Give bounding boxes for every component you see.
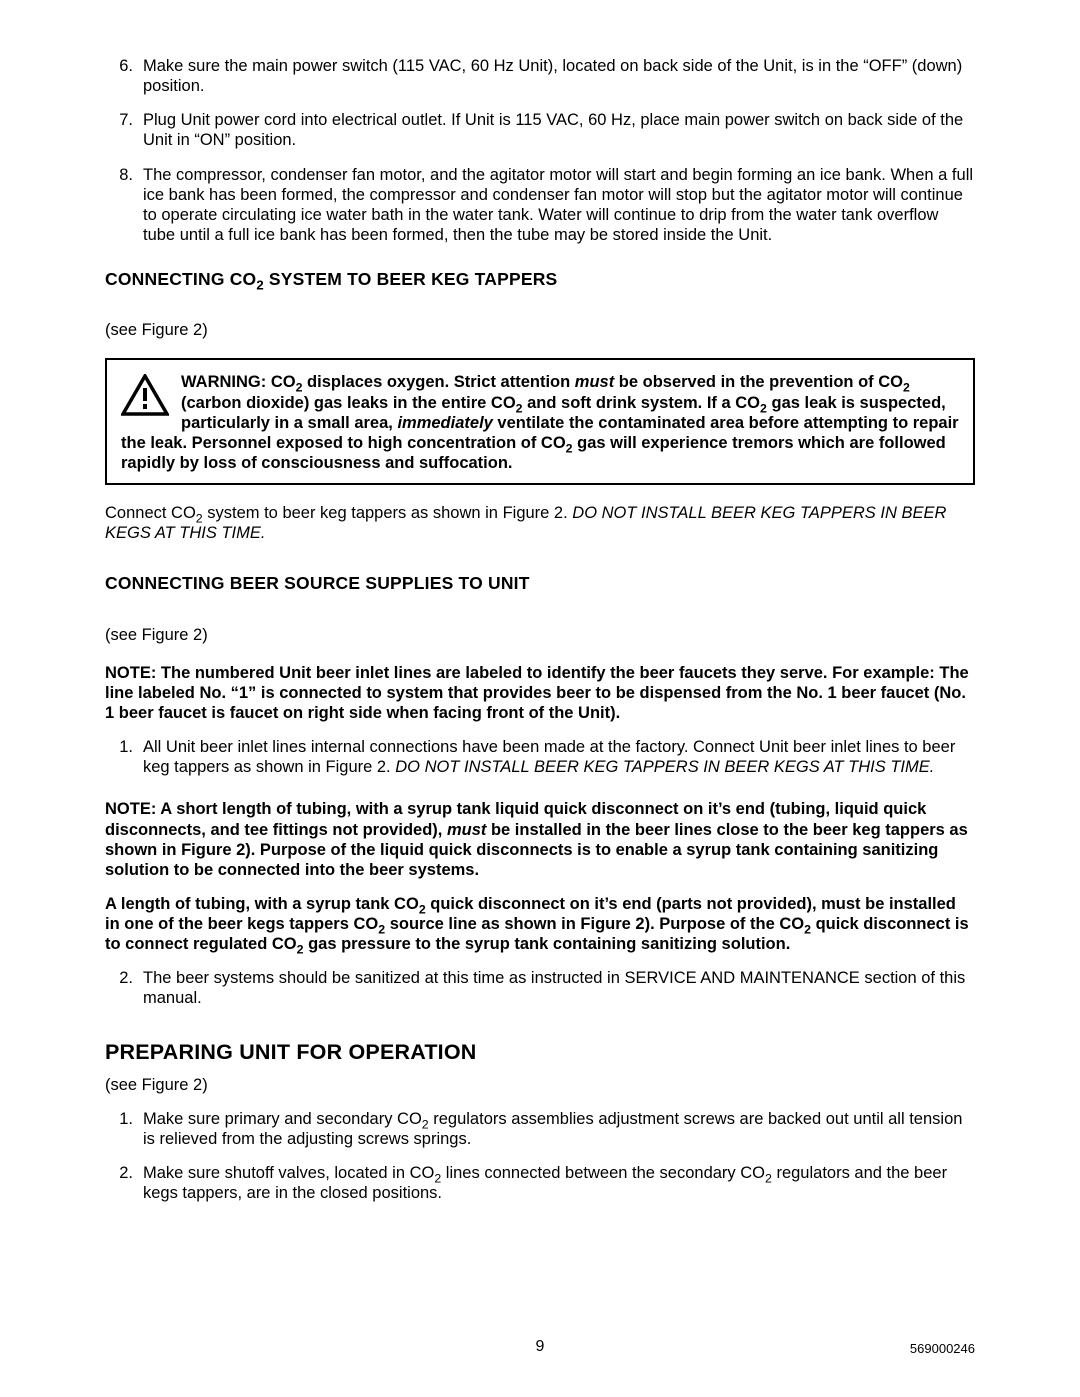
list-item: 2. The beer systems should be sanitized … <box>105 968 975 1008</box>
top-steps-list: 6. Make sure the main power switch (115 … <box>105 56 975 245</box>
step-number: 1. <box>105 1109 143 1149</box>
para-text: system to beer keg tappers as shown in F… <box>203 504 573 522</box>
section-heading-co2-system: CONNECTING CO2 SYSTEM TO BEER KEG TAPPER… <box>105 269 975 290</box>
step-number: 7. <box>105 110 143 150</box>
step-text: Make sure primary and secondary CO2 regu… <box>143 1109 975 1149</box>
subscript: 2 <box>256 278 264 293</box>
list-item: 7. Plug Unit power cord into electrical … <box>105 110 975 150</box>
paragraph: Connect CO2 system to beer keg tappers a… <box>105 503 975 543</box>
figure-reference: (see Figure 2) <box>105 625 975 645</box>
warning-text: be observed in the prevention of CO <box>614 373 903 391</box>
step-text: All Unit beer inlet lines internal conne… <box>143 737 975 777</box>
step-number: 1. <box>105 737 143 777</box>
warning-text: and soft drink system. If a CO <box>523 394 760 412</box>
main-heading-preparing: PREPARING UNIT FOR OPERATION <box>105 1039 975 1065</box>
heading-text: SYSTEM TO BEER KEG TAPPERS <box>264 269 558 289</box>
warning-emphasis: must <box>575 373 614 391</box>
step-number: 2. <box>105 968 143 1008</box>
note: NOTE: A short length of tubing, with a s… <box>105 799 975 880</box>
warning-text: WARNING: CO <box>181 373 296 391</box>
step-text: Make sure the main power switch (115 VAC… <box>143 56 975 96</box>
step-number: 2. <box>105 1163 143 1203</box>
note-text: gas pressure to the syrup tank containin… <box>303 935 790 953</box>
list-item: 8. The compressor, condenser fan motor, … <box>105 165 975 246</box>
step-text: Plug Unit power cord into electrical out… <box>143 110 975 150</box>
list-item: 1. Make sure primary and secondary CO2 r… <box>105 1109 975 1149</box>
step-text: Make sure shutoff valves, located in CO 2… <box>143 1163 975 1203</box>
step-text: The compressor, condenser fan motor, and… <box>143 165 975 246</box>
section2-step2-list: 2. The beer systems should be sanitized … <box>105 968 975 1008</box>
step-number: 6. <box>105 56 143 96</box>
note: NOTE: The numbered Unit beer inlet lines… <box>105 663 975 723</box>
figure-reference: (see Figure 2) <box>105 320 975 340</box>
note: A length of tubing, with a syrup tank CO… <box>105 894 975 954</box>
step-text-part: Make sure shutoff valves, located in CO <box>143 1164 434 1182</box>
warning-box: WARNING: CO 2 displaces oxygen. Strict at… <box>105 358 975 485</box>
note-text: source line as shown in Figure 2). Purpo… <box>385 915 804 933</box>
warning-text: (carbon dioxide) gas leaks in the entire… <box>181 394 516 412</box>
note-emphasis: must <box>447 821 486 839</box>
section2-step1-list: 1. All Unit beer inlet lines internal co… <box>105 737 975 777</box>
list-item: 2. Make sure shutoff valves, located in … <box>105 1163 975 1203</box>
heading-text: CONNECTING CO <box>105 269 256 289</box>
page: 6. Make sure the main power switch (115 … <box>0 0 1080 1397</box>
warning-text: displaces oxygen. Strict attention <box>302 373 574 391</box>
step-text-italic: DO NOT INSTALL BEER KEG TAPPERS IN BEER … <box>395 758 934 776</box>
list-item: 1. All Unit beer inlet lines internal co… <box>105 737 975 777</box>
step-text: The beer systems should be sanitized at … <box>143 968 975 1008</box>
document-number: 569000246 <box>910 1341 975 1357</box>
step-text-part: Make sure primary and secondary CO <box>143 1110 422 1128</box>
list-item: 6. Make sure the main power switch (115 … <box>105 56 975 96</box>
note-text: A length of tubing, with a syrup tank CO <box>105 895 419 913</box>
warning-emphasis: immediately <box>397 414 492 432</box>
para-text: Connect CO <box>105 504 196 522</box>
subscript: 2 <box>804 922 811 936</box>
step-text-part: lines connected between the secondary CO <box>441 1164 765 1182</box>
subscript: 2 <box>765 1171 772 1185</box>
figure-reference: (see Figure 2) <box>105 1075 975 1095</box>
section3-steps-list: 1. Make sure primary and secondary CO2 r… <box>105 1109 975 1204</box>
section-heading-beer-source: CONNECTING BEER SOURCE SUPPLIES TO UNIT <box>105 573 975 594</box>
page-number: 9 <box>536 1338 545 1355</box>
warning-triangle-icon <box>121 374 169 416</box>
step-number: 8. <box>105 165 143 246</box>
subscript: 2 <box>566 441 573 455</box>
